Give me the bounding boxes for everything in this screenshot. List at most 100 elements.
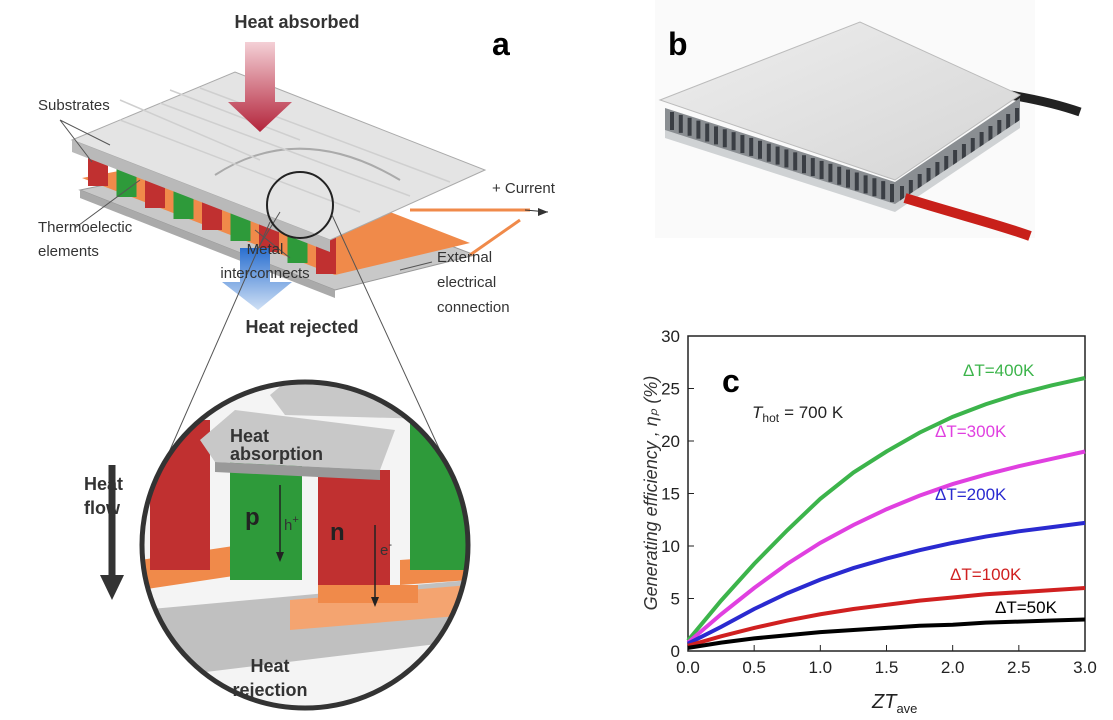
pin (872, 178, 877, 197)
substrates-label: Substrates (38, 97, 110, 114)
hole-sign: + (292, 514, 298, 526)
pin (961, 144, 966, 160)
external-label: electrical (437, 274, 496, 291)
x-axis-label-sub: ave (896, 701, 917, 716)
panel-label: c (722, 363, 740, 399)
x-tick-label: 1.5 (875, 658, 899, 677)
y-tick-label: 15 (661, 485, 680, 504)
x-tick-label: 3.0 (1073, 658, 1097, 677)
pin (1015, 108, 1019, 124)
pin (758, 140, 762, 159)
pin (926, 168, 931, 184)
pin (846, 169, 850, 188)
pin (722, 129, 727, 148)
y-tick-label: 20 (661, 432, 680, 451)
pin (863, 175, 868, 194)
heat-absorption: absorption (230, 444, 323, 464)
pin (890, 184, 894, 202)
y-axis-label: Generating efficiency , ηₚ (%) (641, 376, 661, 611)
series-line (686, 376, 1086, 642)
y-tick-label: 10 (661, 537, 680, 556)
interconnects-label: interconnects (220, 265, 309, 282)
module-photo (655, 0, 1082, 241)
pin (1006, 114, 1011, 130)
pin (793, 152, 798, 171)
annotation-sub: hot (762, 411, 779, 425)
electron-label: e- (380, 539, 392, 559)
heat-rejection: Heat (250, 656, 289, 676)
pin (997, 120, 1002, 136)
heat-absorption: Heat (230, 426, 269, 446)
pin (970, 138, 975, 154)
pin (900, 186, 904, 202)
pin (828, 163, 833, 182)
pin (819, 160, 824, 179)
zoom-circle (139, 379, 471, 711)
pin (670, 112, 674, 130)
heat-absorbed: Heat absorbed (234, 12, 359, 32)
y-tick-label: 25 (661, 380, 680, 399)
heat-rejection: rejection (232, 680, 307, 700)
pin (988, 126, 993, 142)
current-label: + Current (492, 180, 556, 197)
series-line (686, 449, 1086, 645)
x-axis-label: ZTave (871, 691, 917, 716)
series-label: ΔT=50K (995, 598, 1058, 617)
annotation-main: T (752, 403, 764, 422)
series-line (687, 586, 1086, 648)
pin (687, 117, 692, 136)
pin (881, 181, 886, 200)
x-tick-label: 0.0 (676, 658, 700, 677)
external-label: connection (437, 299, 510, 316)
pin (740, 135, 745, 154)
heat-rejected: Heat rejected (245, 317, 358, 337)
interconnects-label: Metal (247, 241, 284, 258)
pin (766, 143, 771, 162)
series-line (687, 520, 1086, 646)
pin (696, 120, 701, 139)
pin (935, 162, 940, 178)
pin (802, 155, 806, 174)
y-tick-label: 0 (671, 642, 680, 661)
annotation: Thot = 700 K (752, 403, 844, 425)
pin (854, 172, 859, 191)
y-tick-label: 30 (661, 327, 680, 346)
series-line (687, 617, 1086, 650)
hole-label: h+ (284, 514, 299, 534)
pin (837, 166, 842, 185)
heat-flow: flow (84, 498, 121, 518)
pin (784, 149, 789, 168)
x-tick-label: 0.5 (742, 658, 766, 677)
p-label: p (245, 504, 260, 531)
series-label: ΔT=100K (950, 565, 1022, 584)
pin (944, 156, 949, 172)
electron: e (380, 542, 388, 559)
pin (731, 132, 736, 151)
hole: h (284, 517, 292, 534)
series-label: ΔT=200K (935, 485, 1007, 504)
elements-label: Thermoelectic (38, 219, 133, 236)
x-axis-label-main: ZT (871, 691, 898, 713)
panel-label: a (492, 26, 510, 62)
series-label: ΔT=300K (935, 422, 1007, 441)
pin (979, 132, 984, 148)
module-diagram (59, 42, 549, 506)
x-tick-label: 1.0 (809, 658, 833, 677)
pin (917, 174, 922, 190)
heat-flow-arrow-head (100, 575, 124, 600)
electron-sign: - (388, 539, 392, 551)
pin (678, 114, 683, 133)
panel-label: b (668, 26, 688, 62)
x-tick-label: 2.0 (941, 658, 965, 677)
external-label: External (437, 249, 492, 266)
pin (775, 146, 780, 165)
y-tick-label: 5 (671, 590, 680, 609)
pin (908, 180, 913, 196)
heat-flow: Heat (84, 474, 123, 494)
pin (810, 158, 815, 177)
pin (749, 137, 754, 156)
series-label: ΔT=400K (963, 361, 1035, 380)
n-label: n (330, 519, 345, 546)
pin (953, 150, 958, 166)
